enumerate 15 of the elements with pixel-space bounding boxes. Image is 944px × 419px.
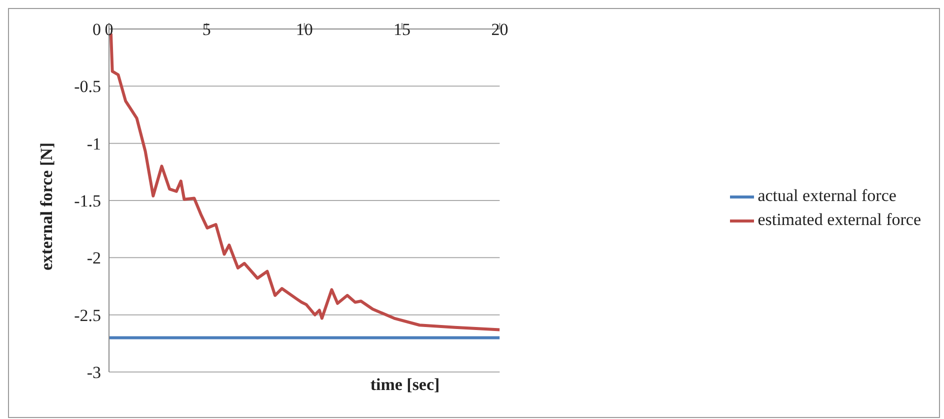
y-tick-label: -0.5 [74, 77, 101, 96]
y-tick-label: -3 [86, 363, 101, 382]
y-tick-label: -1 [86, 134, 101, 154]
legend-label: actual external force [758, 186, 896, 205]
y-axis-title: external force [N] [37, 142, 56, 270]
x-tick-label: 15 [394, 20, 411, 39]
y-tick-label: -2.5 [74, 306, 101, 325]
x-tick-label: 0 [104, 20, 114, 39]
x-tick-label: 5 [202, 20, 211, 39]
y-tick-label: -1.5 [74, 192, 101, 211]
legend-label: estimated external force [758, 210, 921, 229]
x-tick-label: 10 [296, 20, 313, 39]
x-tick-label: 20 [491, 20, 508, 39]
y-tick-label: -2 [86, 248, 101, 268]
x-axis-title: time [sec] [369, 375, 441, 395]
